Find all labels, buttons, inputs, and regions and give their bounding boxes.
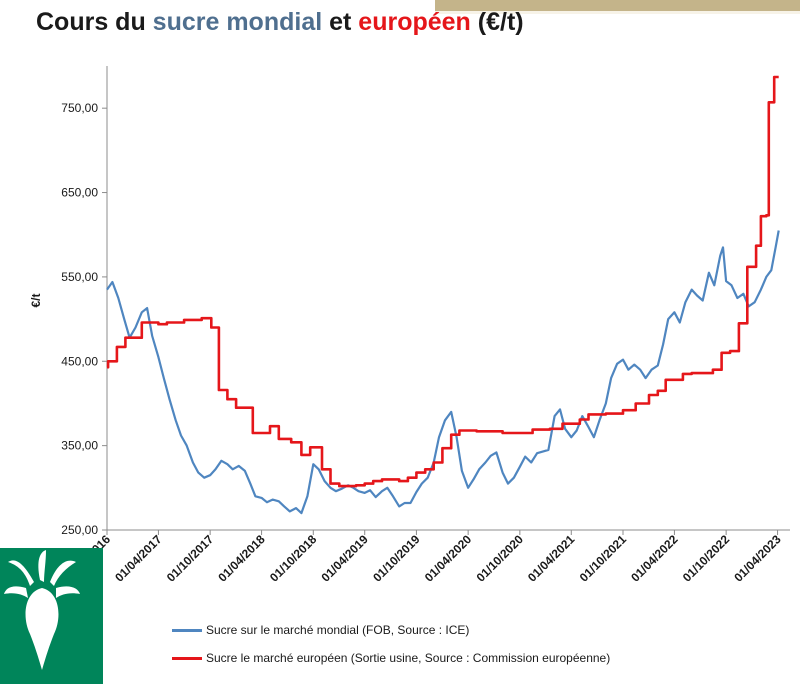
legend-item-world: Sucre sur le marché mondial (FOB, Source… xyxy=(172,616,712,644)
legend-label-europe: Sucre le marché européen (Sortie usine, … xyxy=(206,651,611,665)
x-tick-label: 01/10/2020 xyxy=(474,532,527,585)
x-tick-label: 01/10/2021 xyxy=(577,532,630,585)
legend-label-world: Sucre sur le marché mondial (FOB, Source… xyxy=(206,623,470,637)
decorative-top-bar-stripe xyxy=(435,11,800,14)
sugar-beet-logo xyxy=(0,548,103,684)
x-tick-label: 01/04/2022 xyxy=(628,532,681,585)
x-tick-label: 01/04/2023 xyxy=(731,532,784,585)
y-axis-title: €/t xyxy=(29,294,43,308)
title-connector: et xyxy=(322,8,359,36)
page-title: Cours du sucre mondial et européen (€/t) xyxy=(36,8,524,37)
x-tick-label: 01/04/2020 xyxy=(422,532,475,585)
y-tick-label: 250,00 xyxy=(61,523,98,537)
x-tick-label: 01/10/2019 xyxy=(370,532,423,585)
x-tick-label: 01/04/2017 xyxy=(112,532,165,585)
y-tick-label: 450,00 xyxy=(61,354,98,368)
sugar-beet-icon xyxy=(4,550,80,670)
x-tick-label: 01/04/2018 xyxy=(215,532,268,585)
y-tick-label: 550,00 xyxy=(61,270,98,284)
y-tick-label: 350,00 xyxy=(61,439,98,453)
title-prefix: Cours du xyxy=(36,8,153,36)
series-line-european-sugar xyxy=(106,75,779,488)
legend-swatch-europe xyxy=(172,656,202,660)
chart-legend: Sucre sur le marché mondial (FOB, Source… xyxy=(172,616,712,672)
legend-item-europe: Sucre le marché européen (Sortie usine, … xyxy=(172,644,712,672)
series-line-world-sugar xyxy=(106,230,780,515)
title-european: européen xyxy=(358,8,471,36)
x-tick-label: 01/10/2018 xyxy=(267,532,320,585)
x-tick-label: 01/04/2021 xyxy=(525,532,578,585)
decorative-top-bar xyxy=(435,0,800,14)
x-tick-label: 01/04/2019 xyxy=(318,532,371,585)
title-world-sugar: sucre mondial xyxy=(152,8,323,36)
x-tick-label: 01/10/2017 xyxy=(164,532,217,585)
title-unit: (€/t) xyxy=(470,8,524,36)
y-tick-label: 650,00 xyxy=(61,186,98,200)
x-tick-label: 01/10/2022 xyxy=(680,532,733,585)
legend-swatch-world xyxy=(172,628,202,632)
y-tick-label: 750,00 xyxy=(61,101,98,115)
